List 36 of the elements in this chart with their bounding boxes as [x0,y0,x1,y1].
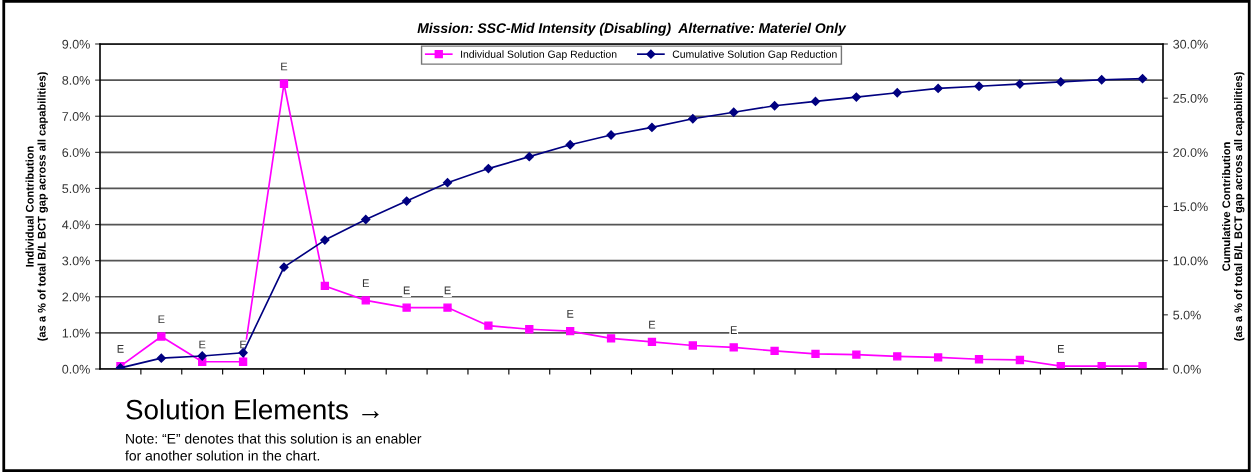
y-tick-label: 3.0% [62,256,90,266]
y2-axis-title: Cumulative Contribution (as a % of total B/L BCT gap across all capabilities) [1222,72,1245,341]
y-tick-label: 2.0% [62,292,90,302]
y2-tick-label: 20.0% [1173,148,1208,157]
data-label: E [567,310,574,318]
y-tick-label: 1.0% [62,328,90,338]
data-label: E [730,326,737,334]
text: Solution Elements → [126,399,379,420]
legend-label: Individual Solution Gap Reduction [461,50,617,60]
y2-tick-label: 10.0% [1173,256,1208,266]
y-tick-label: 5.0% [62,184,90,194]
data-label: E [199,340,206,349]
y-tick-label: 0.0% [62,364,90,374]
y2-tick-label: 5.0% [1173,310,1201,320]
y-tick-label: 4.0% [62,220,90,230]
y2-tick-label: 30.0% [1173,39,1208,49]
data-label: E [649,320,656,329]
text: Note: “E” denotes that this solution is an enabler for another solution in the chart. [125,433,422,461]
data-label: E [403,286,410,295]
data-label: E [1057,345,1065,353]
chart-title: Mission: SSC-Mid Intensity (Disabling) Alternative: Materiel Only [417,22,847,36]
data-label: E [444,286,451,295]
y-axis-title: Individual Contribution (as a % of total B/L BCT gap across all capabilities) [25,72,48,341]
y-tick-label: 9.0% [62,39,90,49]
data-label: E [117,345,124,353]
data-label: E [281,62,288,71]
y-tick-label: 8.0% [62,75,90,85]
y2-tick-label: 25.0% [1173,93,1208,103]
data-label: E [362,279,369,287]
y-tick-label: 7.0% [62,112,90,121]
y-tick-label: 6.0% [62,148,90,157]
legend-label: Cumulative Solution Gap Reduction [672,50,837,60]
y2-tick-label: 0.0% [1173,364,1201,374]
y2-tick-label: 15.0% [1173,202,1208,212]
data-label: E [240,340,247,349]
data-label: E [158,315,165,324]
